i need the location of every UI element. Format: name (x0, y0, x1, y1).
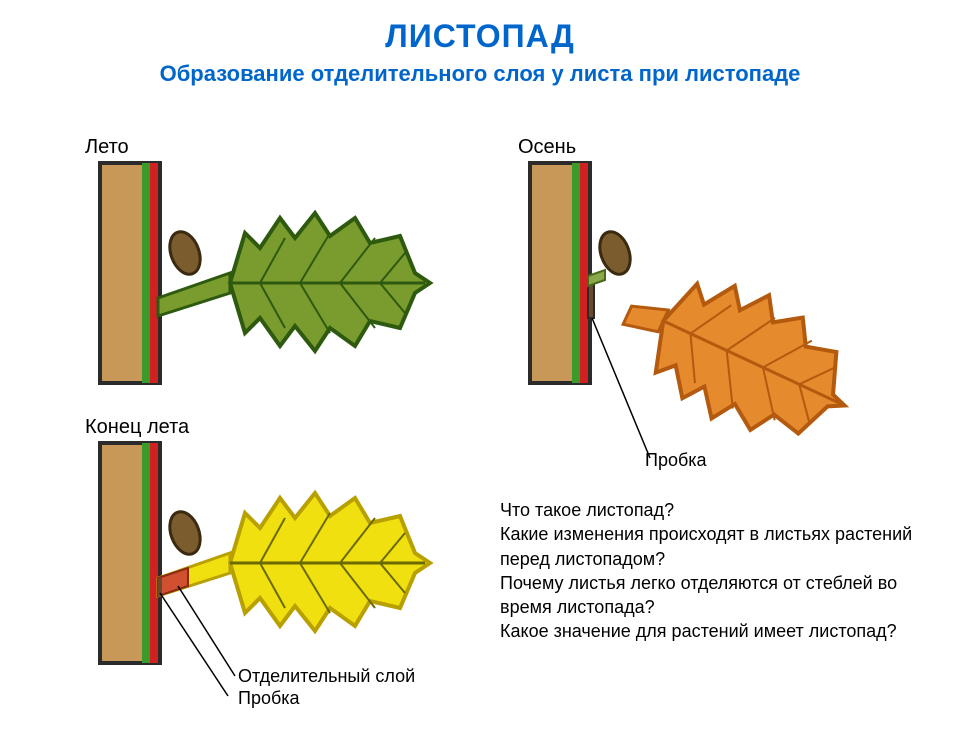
diagram-autumn (510, 158, 910, 468)
questions-block: Что такое листопад? Какие изменения прои… (500, 498, 920, 644)
subtitle: Образование отделительного слоя у листа … (0, 61, 960, 87)
label-late-summer: Конец лета (85, 416, 189, 439)
main-title: ЛИСТОПАД (0, 18, 960, 55)
question-1: Что такое листопад? (500, 498, 920, 522)
label-autumn: Осень (518, 136, 576, 159)
diagram-summer (80, 158, 440, 388)
label-cork-autumn: Пробка (645, 450, 707, 471)
label-separation-layer: Отделительный слой (238, 666, 415, 687)
question-2: Какие изменения происходят в листьях рас… (500, 522, 920, 571)
label-cork-late-summer: Пробка (238, 688, 300, 709)
label-summer: Лето (85, 136, 129, 159)
question-4: Какое значение для растений имеет листоп… (500, 619, 920, 643)
question-3: Почему листья легко отделяются от стебле… (500, 571, 920, 620)
